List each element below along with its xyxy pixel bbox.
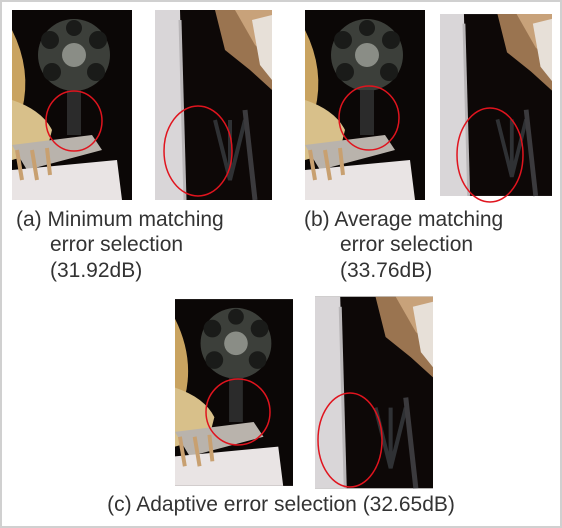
caption: error selection xyxy=(50,233,183,256)
image xyxy=(175,299,293,486)
caption: (33.76dB) xyxy=(340,259,432,282)
caption: (c) Adaptive error selection (32.65dB) xyxy=(107,493,455,516)
caption: (b) Average matching xyxy=(304,208,503,231)
image xyxy=(155,10,272,200)
caption: (a) Minimum matching xyxy=(16,208,224,231)
image xyxy=(305,10,425,200)
caption: error selection xyxy=(340,233,473,256)
image xyxy=(440,14,552,196)
figure: (a) Minimum matching error selection (31… xyxy=(0,0,562,528)
image xyxy=(12,10,132,200)
caption: (31.92dB) xyxy=(50,259,142,282)
image xyxy=(315,297,433,489)
page: {"figure": {"panels": [ {"caption_lines"… xyxy=(0,0,562,528)
